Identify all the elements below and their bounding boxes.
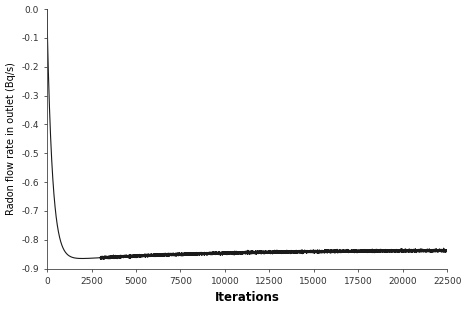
X-axis label: Iterations: Iterations bbox=[215, 291, 280, 304]
Y-axis label: Radon flow rate in outlet (Bq/s): Radon flow rate in outlet (Bq/s) bbox=[6, 62, 15, 215]
